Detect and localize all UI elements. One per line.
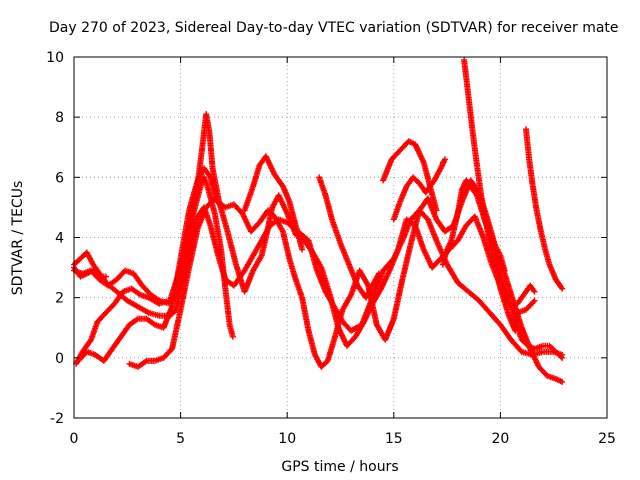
series-track-12 [514,282,538,307]
data-point [559,378,566,385]
series-track-13 [522,126,566,292]
series-track-7 [241,153,306,253]
data-point [375,270,382,277]
y-tick-label: 10 [46,50,64,66]
y-tick-label: 6 [55,170,64,186]
data-point [530,298,537,305]
data-point [531,288,538,295]
x-tick-label: 10 [278,431,296,447]
y-tick-label: 4 [55,231,64,247]
series-track-8 [316,174,382,301]
x-tick-label: 25 [598,431,616,447]
outlier-point [439,159,446,166]
data-point [441,156,448,163]
chart-title: Day 270 of 2023, Sidereal Day-to-day VTE… [49,20,619,36]
data-point [433,207,440,214]
x-tick-label: 0 [70,431,79,447]
data-point [220,204,227,211]
data-point [559,354,566,361]
y-tick-label: -2 [50,411,64,427]
y-tick-label: 2 [55,291,64,307]
y-axis-label: SDTVAR / TECUs [10,181,26,296]
x-tick-label: 5 [176,431,185,447]
data-point [229,333,236,340]
data-point [219,203,226,210]
series-track-5 [126,195,227,370]
y-tick-label: 8 [55,110,64,126]
data-point [559,285,566,292]
x-tick-label: 15 [385,431,403,447]
data-point [95,272,102,279]
outlier-points [439,159,446,166]
series-track-15 [488,234,566,361]
data-point [531,297,538,304]
series-track-6 [71,264,109,280]
data-point [557,353,564,360]
data-point [102,273,109,280]
y-tick-label: 0 [55,351,64,367]
ticks-layer: 0 5 10 15 20 25 -2 0 2 4 6 8 10 [46,50,616,447]
data-point [501,267,508,274]
series-track-9 [380,138,440,214]
data-point [299,246,306,253]
series-track-10 [390,156,448,223]
x-axis-label: GPS time / hours [281,459,398,475]
x-tick-label: 20 [491,431,509,447]
marks-layer [71,57,566,385]
